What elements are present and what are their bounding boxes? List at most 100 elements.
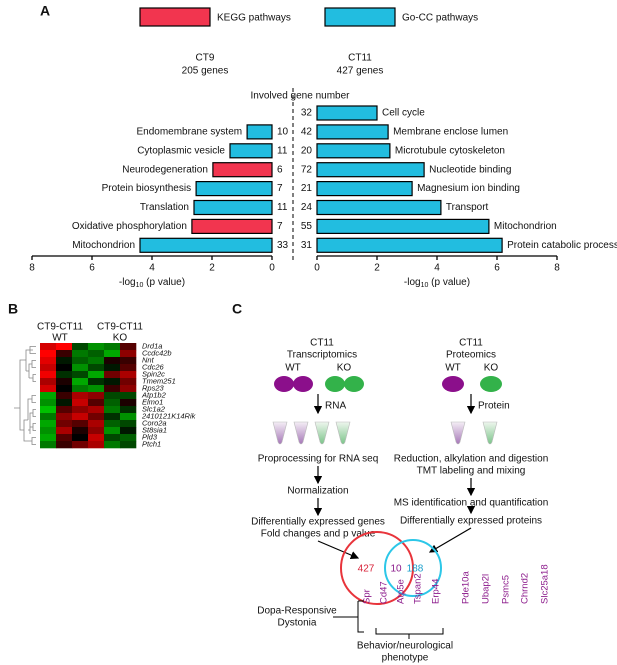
heat-cell <box>88 427 105 435</box>
bar-label: Protein catabolic process <box>507 240 617 251</box>
bar-label: Protein biosynthesis <box>102 183 192 194</box>
step: Reduction, alkylation and digestion <box>394 454 549 465</box>
gene-name: Psmc5 <box>501 575 512 604</box>
heat-cell <box>40 406 57 414</box>
step: TMT labeling and mixing <box>417 466 526 477</box>
heat-cell <box>56 385 73 393</box>
title: Proteomics <box>446 350 496 361</box>
heat-cell <box>40 343 57 351</box>
gene-label: Atp1b2 <box>141 390 167 399</box>
bar-label: Endomembrane system <box>136 127 242 138</box>
heat-cell <box>56 357 73 365</box>
step: Fold changes and p value <box>261 529 376 540</box>
legend-swatch <box>139 7 211 27</box>
x-axis-label-part: 10 <box>136 282 144 289</box>
heat-cell <box>40 350 57 358</box>
bar-label: Cytoplasmic vesicle <box>137 145 225 156</box>
heat-cell <box>88 413 105 421</box>
panel-label: A <box>40 3 50 19</box>
heat-cell <box>104 357 121 365</box>
heat-cell <box>56 392 73 400</box>
bar <box>316 237 503 253</box>
chart-subtitle: 205 genes <box>182 66 229 77</box>
heat-cell <box>40 441 57 449</box>
group-label: Dopa-Responsive <box>257 606 337 617</box>
tubes <box>272 421 498 445</box>
gene-label: St8sia1 <box>142 425 167 434</box>
heat-cell <box>72 378 89 386</box>
heat-cell <box>120 350 137 358</box>
heat-cell <box>56 434 73 442</box>
bar <box>246 124 273 140</box>
heat-cell <box>120 406 137 414</box>
label: WT <box>445 363 461 374</box>
x-axis-label: -log10 (p value) <box>404 277 470 289</box>
heat-cell <box>88 364 105 372</box>
label: RNA <box>325 401 346 412</box>
gene-label: Tmem251 <box>142 376 176 385</box>
count-label: 20 <box>301 145 313 156</box>
heat-cell <box>104 371 121 379</box>
heat-cell <box>56 413 73 421</box>
heat-cell <box>104 350 121 358</box>
heat-cell <box>88 371 105 379</box>
group-label: KO <box>113 333 128 344</box>
legend-label: KEGG pathways <box>217 13 291 24</box>
count-label: 11 <box>277 145 288 156</box>
heat-cell <box>72 350 89 358</box>
heat-cell <box>40 434 57 442</box>
heat-cell <box>56 441 73 449</box>
gene-name: Slc25a18 <box>540 564 551 604</box>
heat-cell <box>40 413 57 421</box>
heat-cell <box>104 385 121 393</box>
heat-cell <box>72 420 89 428</box>
gene-name: Ubap2l <box>481 574 492 604</box>
bar-label: Oxidative phosphorylation <box>72 221 187 232</box>
group-label: WT <box>52 333 68 344</box>
heat-cell <box>88 434 105 442</box>
axis-title: Involved gene number <box>251 91 351 102</box>
venn-circle <box>340 531 414 605</box>
bar <box>195 181 273 197</box>
chart-title: CT9 <box>196 53 215 64</box>
heat-cell <box>56 343 73 351</box>
group-label: Behavior/neurological <box>357 641 453 652</box>
dendrogram <box>14 346 36 445</box>
gene-name: Chrnd2 <box>520 573 531 604</box>
heat-cell <box>40 399 57 407</box>
gene-label: Slc1a2 <box>142 404 166 413</box>
label: KO <box>484 363 499 374</box>
heat-cell <box>120 420 137 428</box>
heat-cell <box>104 427 121 435</box>
heat-cell <box>88 378 105 386</box>
heat-cell <box>88 399 105 407</box>
arrow <box>317 540 360 560</box>
x-axis-label: -log10 (p value) <box>119 277 185 289</box>
heat-cell <box>40 364 57 372</box>
gene-label: Cdc26 <box>142 362 165 371</box>
count-label: 11 <box>277 202 288 213</box>
step: Differentially expressed proteins <box>400 516 542 527</box>
heat-cell <box>88 350 105 358</box>
heatmap: Drd1aCcdc42bNntCdc26Spin2cTmem251Rps23At… <box>37 322 197 449</box>
x-tick-label: 8 <box>554 263 560 274</box>
venn-circle <box>384 539 442 597</box>
heat-cell <box>56 371 73 379</box>
heat-cell <box>56 420 73 428</box>
heat-cell <box>104 406 121 414</box>
bar <box>316 105 378 121</box>
title: Transcriptomics <box>287 350 357 361</box>
gene-name: Spr <box>362 589 373 604</box>
x-tick-label: 8 <box>29 263 35 274</box>
x-tick-label: 2 <box>209 263 215 274</box>
gene-list: Spr Cd47 Atp5e Tspan2 Erp44 Pde10a Ubap2l Psmc5… <box>362 564 551 604</box>
heat-cell <box>104 413 121 421</box>
heat-cell <box>88 385 105 393</box>
gene-label: Pld3 <box>142 432 158 441</box>
gene-label: Spin2c <box>142 369 165 378</box>
count-label: 32 <box>301 108 313 119</box>
heat-cell <box>40 392 57 400</box>
venn-count: 10 <box>390 564 402 575</box>
heat-cell <box>88 441 105 449</box>
